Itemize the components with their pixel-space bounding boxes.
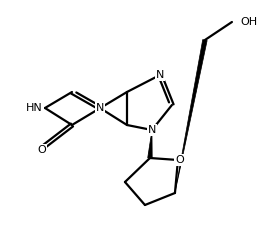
Text: N: N — [156, 70, 164, 80]
Text: OH: OH — [240, 17, 257, 27]
Polygon shape — [148, 130, 152, 158]
Text: O: O — [176, 155, 184, 165]
Text: N: N — [148, 125, 156, 135]
Polygon shape — [175, 40, 207, 193]
Text: HN: HN — [26, 103, 43, 113]
Text: O: O — [38, 145, 46, 155]
Text: N: N — [96, 103, 104, 113]
